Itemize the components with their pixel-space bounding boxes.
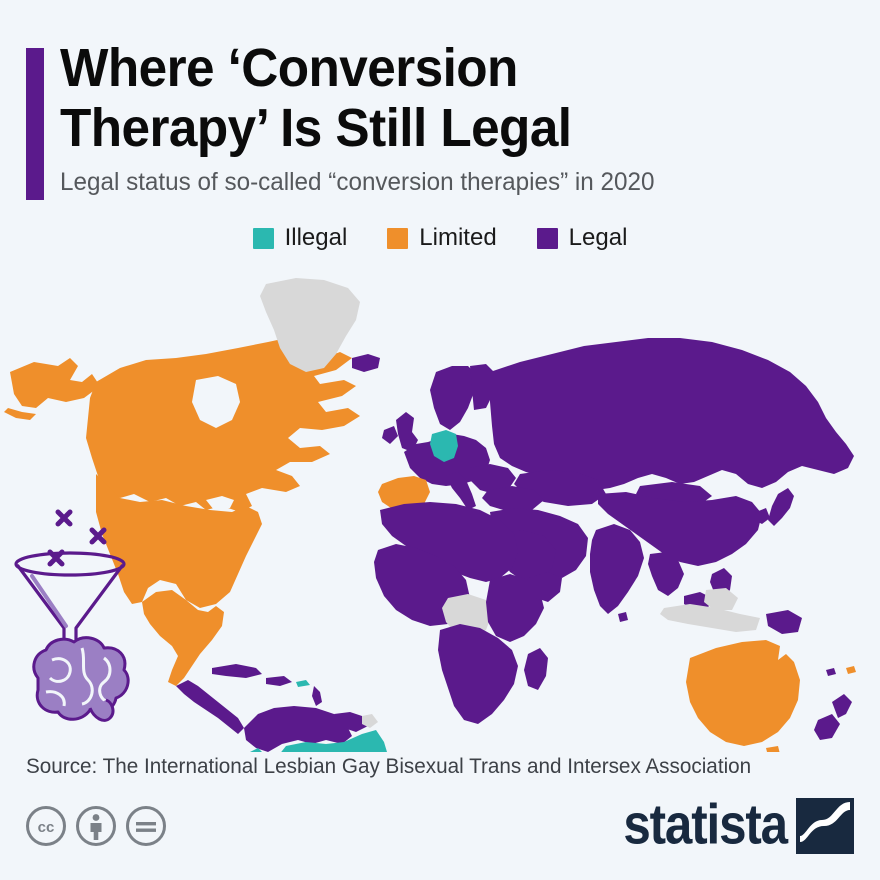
region-colombia-venezuela <box>244 706 352 752</box>
statista-wordmark: statista <box>623 793 788 856</box>
region-hispaniola <box>266 676 292 686</box>
x-mark-icon-2 <box>89 527 107 545</box>
region-balkans <box>470 464 516 494</box>
brain-icon <box>32 636 130 722</box>
region-indonesia <box>660 604 760 632</box>
region-new-zealand <box>832 694 852 718</box>
page-subtitle: Legal status of so-called “conversion th… <box>60 168 655 196</box>
legend-swatch-limited <box>387 227 409 249</box>
region-ireland <box>382 426 398 444</box>
region-greenland <box>260 278 360 372</box>
legend-label-limited: Limited <box>419 224 497 251</box>
region-united-states <box>96 474 262 608</box>
region-east-africa <box>486 574 544 642</box>
region-papua-new-guinea <box>766 610 802 634</box>
region-uk-ireland <box>396 412 418 452</box>
statista-logo[interactable]: statista <box>611 793 854 856</box>
legend-swatch-illegal <box>252 227 274 249</box>
source-text: Source: The International Lesbian Gay Bi… <box>26 755 752 778</box>
creative-commons-license: cc <box>25 805 167 847</box>
attribution-person-icon[interactable] <box>75 805 117 847</box>
region-sri-lanka <box>618 612 628 622</box>
region-turkey-caucasus <box>482 486 544 512</box>
legend-label-illegal: Illegal <box>284 224 348 251</box>
legend-item-legal[interactable]: Legal <box>536 224 628 252</box>
region-central-america <box>176 680 244 734</box>
region-borneo-nodata <box>704 588 738 610</box>
hudson-bay-water <box>192 376 240 428</box>
region-japan <box>768 488 794 526</box>
region-mexico <box>142 590 224 686</box>
region-russia <box>490 338 854 490</box>
region-puerto-rico <box>296 680 310 687</box>
legend-item-limited[interactable]: Limited <box>387 224 497 252</box>
region-pacific-islands <box>846 666 856 674</box>
region-suriname-nodata <box>362 714 378 728</box>
legend-item-illegal[interactable]: Illegal <box>252 224 348 252</box>
region-australia <box>686 640 800 746</box>
region-spain-portugal <box>378 476 430 510</box>
world-choropleth-map <box>0 262 880 752</box>
region-cuba <box>212 664 262 678</box>
region-italy <box>446 472 476 510</box>
page-title-line-1: Where ‘Conversion <box>60 38 518 98</box>
region-ecuador <box>250 748 262 752</box>
page-title: Where ‘Conversion Therapy’ Is Still Lega… <box>60 38 725 159</box>
funnel-and-brain-illustration <box>8 492 178 732</box>
region-germany <box>430 430 458 462</box>
great-lakes-water <box>206 496 234 510</box>
region-madagascar <box>524 648 548 690</box>
legend-swatch-legal <box>536 227 558 249</box>
region-tasmania <box>766 746 780 752</box>
svg-text:cc: cc <box>38 819 55 836</box>
region-lesser-antilles <box>312 686 322 706</box>
region-new-zealand-south <box>814 714 840 740</box>
region-china <box>598 492 762 566</box>
region-aleutians <box>4 408 36 420</box>
statista-mark-icon <box>796 798 854 854</box>
region-finland <box>470 364 496 410</box>
legend-label-legal: Legal <box>568 224 628 251</box>
cc-icon[interactable]: cc <box>25 805 67 847</box>
region-india <box>590 524 644 614</box>
region-fiji <box>826 668 836 676</box>
region-southern-africa <box>438 624 518 724</box>
region-scandinavia <box>430 366 478 430</box>
page-title-line-2: Therapy’ Is Still Legal <box>60 98 572 159</box>
region-korea <box>754 508 770 524</box>
region-southeast-asia <box>648 552 684 596</box>
region-alaska <box>10 358 100 408</box>
x-mark-icon-1 <box>55 509 73 527</box>
title-accent-bar <box>26 48 44 200</box>
region-north-africa <box>380 502 518 582</box>
map-legend: Illegal Limited Legal <box>0 224 880 252</box>
region-guyana-suriname <box>334 712 368 732</box>
no-derivatives-equals-icon[interactable] <box>125 805 167 847</box>
region-horn-of-africa <box>528 572 562 602</box>
region-brazil <box>281 730 387 752</box>
region-iceland <box>352 354 380 372</box>
funnel-icon <box>14 551 126 646</box>
